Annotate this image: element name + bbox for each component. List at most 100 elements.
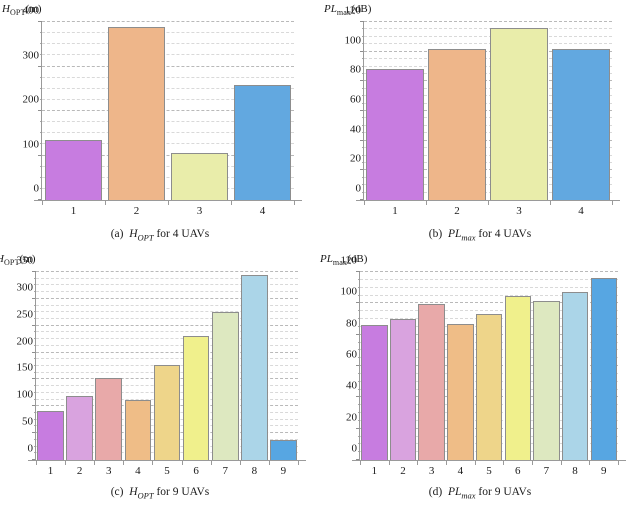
bar-1[interactable]: [366, 68, 424, 200]
y-tickmark-minor: [357, 325, 360, 327]
bar-3[interactable]: [170, 153, 229, 200]
gridline-major: [364, 169, 612, 171]
y-tickmark-minor: [357, 443, 360, 445]
gridline-minor: [364, 72, 612, 74]
panel-caption-b: (b) PLmax for 4 UAVs: [320, 228, 640, 242]
gridline-major: [36, 351, 298, 353]
gridline-major: [36, 271, 298, 272]
x-tickmark: [152, 461, 154, 465]
x-tickmark: [298, 461, 299, 465]
bar-2[interactable]: [107, 27, 166, 200]
y-axis-label-unit: (m): [25, 3, 42, 15]
bar-3[interactable]: [95, 377, 123, 460]
x-axis-spine: [28, 460, 306, 461]
x-tick-label: 2: [454, 205, 460, 217]
x-tickmark: [618, 461, 619, 465]
bar-4[interactable]: [124, 399, 152, 460]
y-tickmark-minor: [357, 294, 360, 296]
bar-2[interactable]: [389, 319, 417, 460]
y-axis-spine: [359, 272, 360, 460]
x-tickmark: [532, 461, 533, 465]
y-tick-label: 20: [346, 411, 357, 424]
bar-cell: [168, 22, 231, 200]
y-tickmark-minor: [361, 28, 364, 30]
y-tickmark-minor: [33, 318, 36, 319]
y-tick-label: 100: [340, 285, 358, 298]
bar-1[interactable]: [361, 325, 388, 460]
bar-6[interactable]: [504, 295, 531, 460]
y-tickmark-minor: [361, 176, 364, 178]
x-tickmark: [426, 201, 427, 205]
bar-cell: [105, 22, 168, 200]
gridline-minor: [360, 278, 618, 280]
gridline-minor: [364, 58, 612, 60]
bar-5[interactable]: [153, 365, 181, 460]
y-tick-label: 300: [22, 49, 40, 61]
gridline-major: [364, 21, 612, 22]
y-axis-label-unit: (m): [19, 253, 36, 265]
y-axis-label-var: PL: [320, 253, 333, 265]
bar-9[interactable]: [590, 278, 617, 460]
bar-8[interactable]: [240, 274, 268, 460]
y-tickmark-minor: [361, 117, 364, 119]
y-tickmark-major: [32, 459, 36, 460]
bar-series: [360, 272, 618, 460]
x-tickmark: [550, 201, 551, 205]
x-tick-label: 1: [70, 205, 77, 217]
y-tickmark-minor: [33, 371, 36, 373]
y-tick-label: 200: [16, 335, 34, 348]
x-tick-label: 6: [193, 465, 199, 477]
bar-6[interactable]: [182, 336, 210, 460]
y-tickmark-minor: [33, 358, 36, 360]
gridline-major: [36, 297, 298, 299]
y-tickmark-minor: [39, 143, 42, 145]
bar-1[interactable]: [37, 411, 64, 460]
x-tickmark: [231, 201, 232, 205]
bar-cell: [417, 272, 446, 460]
x-tick-label: 7: [543, 465, 550, 477]
bar-4[interactable]: [447, 323, 474, 460]
bar-4[interactable]: [552, 49, 610, 200]
x-tickmark: [360, 461, 361, 465]
bar-cell: [360, 272, 389, 460]
bar-5[interactable]: [475, 314, 503, 460]
x-tick-label: 4: [259, 205, 266, 217]
y-tickmark-minor: [33, 277, 36, 279]
bar-8[interactable]: [561, 291, 589, 460]
bar-4[interactable]: [233, 84, 292, 200]
chart-panel-c: HOPT(m)050100150200250300350123456789(c)…: [0, 250, 320, 507]
x-tickmark: [36, 461, 37, 465]
y-tickmark-major: [32, 432, 36, 434]
bar-7[interactable]: [211, 312, 239, 460]
x-tickmark: [239, 461, 241, 465]
x-tickmark: [105, 201, 106, 205]
x-tick-label: 8: [572, 465, 578, 477]
y-tickmark-major: [360, 139, 364, 141]
bar-1[interactable]: [44, 139, 103, 200]
bar-cell: [269, 272, 298, 460]
bar-cell: [231, 22, 294, 200]
x-tickmark: [589, 461, 591, 465]
y-tickmark-minor: [361, 147, 364, 149]
y-tickmark-minor: [39, 87, 42, 89]
bar-3[interactable]: [490, 27, 548, 200]
bar-cell: [488, 22, 550, 200]
gridline-minor: [36, 304, 298, 306]
gridline-major: [364, 139, 612, 141]
y-tick-label: 150: [16, 361, 34, 374]
y-tickmark-major: [32, 324, 36, 326]
gridline-minor: [36, 344, 298, 346]
y-tick-label: 60: [346, 348, 357, 361]
bar-2[interactable]: [66, 395, 94, 460]
bar-9[interactable]: [270, 439, 297, 460]
x-tick-label: 2: [76, 465, 83, 477]
gridline-minor: [42, 43, 294, 45]
gridline-major: [364, 110, 612, 111]
gridline-minor: [42, 121, 294, 123]
bar-cell: [446, 272, 475, 460]
bar-2[interactable]: [428, 48, 486, 200]
bar-3[interactable]: [418, 304, 445, 460]
caption-variable: H: [129, 486, 138, 498]
y-axis-label-subscript: OPT: [9, 8, 26, 18]
bar-7[interactable]: [533, 300, 560, 460]
